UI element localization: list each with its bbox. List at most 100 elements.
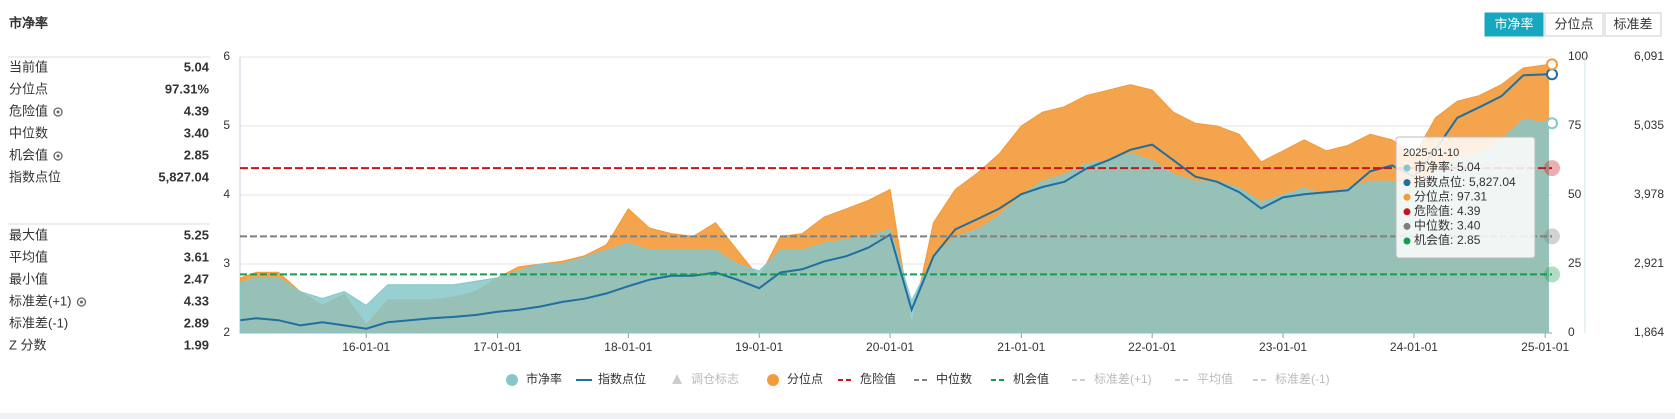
legend-label[interactable]: 市净率 — [526, 371, 562, 386]
gear-icon[interactable] — [76, 297, 87, 307]
y3-tick-label: 2,921 — [1634, 256, 1664, 270]
tab-label[interactable]: 分位点 — [1554, 16, 1593, 31]
tooltip-name: 机会值 — [1414, 232, 1450, 247]
end-marker — [1544, 160, 1560, 177]
gear-icon — [56, 110, 60, 114]
stat-label: 最小值 — [9, 271, 48, 286]
tooltip-sep: : — [1450, 233, 1453, 247]
end-marker — [1546, 58, 1558, 71]
tooltip-value: 5.04 — [1457, 160, 1481, 174]
y2-tick-label: 100 — [1568, 49, 1588, 63]
tooltip-value: 3.40 — [1457, 219, 1481, 233]
y-tick-label: 3 — [223, 256, 230, 270]
tooltip-date: 2025-01-10 — [1403, 147, 1459, 159]
x-tick-label: 22-01-01 — [1128, 340, 1176, 354]
stat-value: 3.40 — [184, 125, 209, 140]
stat-label: 中位数 — [9, 125, 48, 140]
footer-band — [0, 413, 1675, 419]
stat-value: 3.61 — [184, 249, 209, 264]
end-marker — [1546, 117, 1558, 130]
tooltip-dot — [1403, 164, 1411, 172]
stat-value: 4.39 — [184, 103, 209, 118]
stat-label: 当前值 — [9, 59, 48, 74]
tooltip-name: 中位数 — [1414, 218, 1450, 233]
index-line — [240, 73, 1549, 330]
x-tick-label: 19-01-01 — [735, 340, 783, 354]
legend-label[interactable]: 分位点 — [787, 371, 823, 386]
tab-label[interactable]: 标准差 — [1613, 16, 1652, 31]
stat-label: 指数点位 — [9, 169, 61, 184]
x-tick-label: 17-01-01 — [473, 340, 521, 354]
gear-icon[interactable] — [53, 151, 63, 161]
stat-value: 5.25 — [184, 227, 209, 242]
stat-label: 最大值 — [9, 227, 48, 242]
tooltip-sep: : — [1450, 219, 1453, 233]
legend-label[interactable]: 中位数 — [936, 371, 972, 386]
stat-value: 1.99 — [184, 337, 209, 352]
tooltip-name: 分位点 — [1414, 188, 1450, 203]
x-tick-label: 24-01-01 — [1390, 340, 1438, 354]
y-tick-label: 2 — [223, 325, 230, 339]
stat-label: 标准差(+1) — [9, 293, 71, 308]
x-tick-label: 21-01-01 — [997, 340, 1045, 354]
legend-label[interactable]: 危险值 — [860, 371, 896, 386]
legend-label[interactable]: 平均值 — [1197, 371, 1233, 386]
stat-value: 5,827.04 — [158, 169, 209, 184]
end-marker — [1544, 266, 1560, 283]
stat-label: 标准差(-1) — [9, 315, 68, 330]
x-tick-label: 23-01-01 — [1259, 340, 1307, 354]
x-tick-label: 16-01-01 — [342, 340, 390, 354]
tooltip-dot — [1403, 237, 1411, 245]
stat-value: 4.33 — [184, 293, 209, 308]
stat-label: 分位点 — [9, 81, 48, 96]
tooltip-dot — [1403, 208, 1411, 216]
legend-symbol[interactable] — [506, 374, 518, 386]
tab-button[interactable] — [1604, 12, 1662, 37]
tab-button[interactable] — [1544, 12, 1604, 37]
tooltip-dot — [1403, 222, 1411, 230]
y3-tick-label: 3,978 — [1634, 187, 1664, 201]
stat-label: Z 分数 — [9, 337, 47, 352]
stat-value: 5.04 — [184, 59, 210, 74]
y3-tick-label: 1,864 — [1634, 325, 1664, 339]
y2-tick-label: 25 — [1568, 256, 1582, 270]
legend-label[interactable]: 机会值 — [1013, 371, 1049, 386]
stat-label: 机会值 — [9, 147, 48, 162]
tab-button[interactable] — [1484, 12, 1544, 37]
y3-tick-label: 5,035 — [1634, 118, 1664, 132]
tooltip-value: 97.31 — [1457, 189, 1487, 203]
tooltip-value: 5,827.04 — [1469, 175, 1516, 189]
tooltip-sep: : — [1450, 160, 1453, 174]
gear-icon[interactable] — [53, 107, 63, 117]
area-0 — [239, 118, 1549, 334]
x-tick-label: 25-01-01 — [1521, 340, 1569, 354]
end-marker — [1546, 68, 1558, 81]
tooltip-sep: : — [1450, 204, 1453, 218]
legend-label[interactable]: 标准差(-1) — [1275, 372, 1330, 386]
tooltip-name: 指数点位 — [1414, 174, 1462, 189]
panel-title: 市净率 — [9, 15, 48, 30]
gear-icon — [56, 154, 60, 158]
gear-icon — [79, 300, 83, 304]
stat-value: 2.85 — [184, 147, 209, 162]
y-tick-label: 6 — [223, 49, 230, 63]
legend-label[interactable]: 调仓标志 — [691, 372, 739, 386]
legend-label[interactable]: 标准差(+1) — [1094, 372, 1152, 386]
stat-label: 危险值 — [9, 103, 48, 118]
tooltip-sep: : — [1450, 189, 1453, 203]
tab-label[interactable]: 市净率 — [1494, 16, 1533, 31]
stat-value: 2.47 — [184, 271, 209, 286]
tooltip-value: 2.85 — [1457, 233, 1481, 247]
tooltip-dot — [1403, 179, 1411, 187]
y2-tick-label: 50 — [1568, 187, 1582, 201]
x-tick-label: 18-01-01 — [604, 340, 652, 354]
legend-symbol[interactable] — [767, 374, 779, 386]
y2-tick-label: 0 — [1568, 325, 1575, 339]
stat-label: 平均值 — [9, 249, 48, 264]
tooltip-value: 4.39 — [1457, 204, 1481, 218]
stat-value: 2.89 — [184, 315, 209, 330]
legend-label[interactable]: 指数点位 — [598, 371, 646, 386]
legend-symbol[interactable] — [672, 374, 682, 384]
y-tick-label: 4 — [223, 187, 230, 201]
